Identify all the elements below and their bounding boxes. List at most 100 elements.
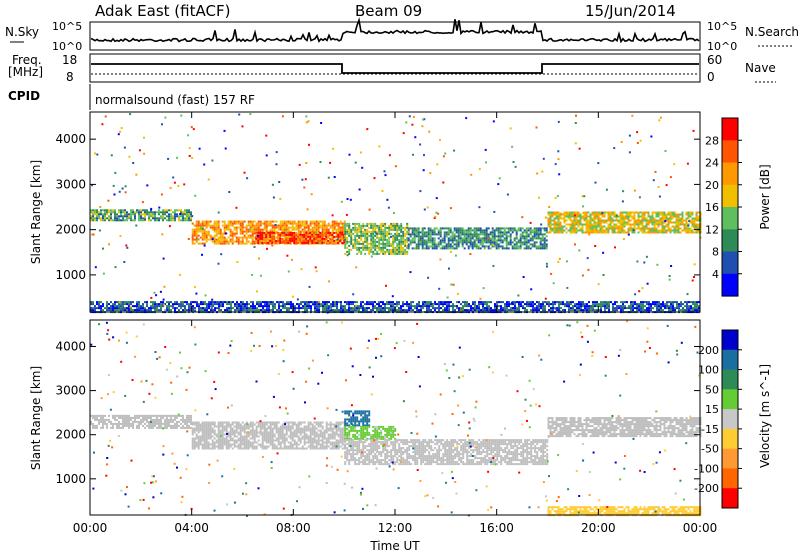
scatter-cell (242, 307, 244, 310)
scatter-cell (372, 301, 374, 304)
scatter-cell (114, 418, 116, 421)
scatter-cell (685, 227, 688, 230)
scatter-cell (116, 414, 118, 417)
scatter-cell (438, 305, 440, 308)
scatter-cell (138, 416, 140, 419)
scatter-cell (233, 228, 236, 231)
scatter-cell (228, 309, 230, 312)
scatter-cell (515, 247, 518, 250)
scatter-cell (604, 307, 606, 310)
scatter-cell (402, 234, 405, 237)
scatter-cell (380, 236, 383, 239)
scatter-cell (250, 309, 252, 312)
scatter-cell (543, 247, 546, 250)
scatter-cell (448, 301, 450, 304)
scatter-cell (150, 309, 152, 312)
scatter-cell (396, 303, 398, 306)
scatter-cell (527, 227, 530, 230)
scatter-cell (595, 215, 598, 218)
scatter-cell (154, 420, 156, 423)
noise-cell (121, 187, 124, 190)
scatter-cell (443, 237, 446, 240)
scatter-cell (270, 301, 272, 304)
scatter-cell (509, 243, 512, 246)
scatter-cell (160, 301, 162, 304)
scatter-cell (265, 233, 268, 236)
scatter-cell (225, 238, 228, 241)
scatter-cell (670, 309, 672, 312)
scatter-cell (486, 301, 488, 304)
scatter-cell (136, 303, 138, 306)
scatter-cell (392, 222, 395, 225)
scatter-cell (622, 305, 624, 308)
noise-cell (159, 290, 162, 293)
scatter-cell (386, 244, 389, 247)
scatter-cell (330, 305, 332, 308)
scatter-cell (553, 225, 556, 228)
scatter-cell (208, 307, 210, 310)
scatter-cell (299, 232, 302, 235)
scatter-cell (348, 224, 351, 227)
scatter-cell (647, 211, 650, 214)
scatter-cell (547, 223, 550, 226)
scatter-cell (515, 231, 518, 234)
scatter-cell (300, 303, 302, 306)
scatter-cell (687, 231, 690, 234)
scatter-cell (116, 305, 118, 308)
scatter-cell (317, 241, 320, 244)
scatter-cell (475, 229, 478, 232)
scatter-cell (553, 227, 556, 230)
scatter-cell (307, 234, 310, 237)
scatter-cell (112, 211, 114, 214)
scatter-cell (440, 307, 442, 310)
scatter-cell (335, 242, 338, 245)
noise-cell (423, 208, 426, 211)
nsky-label: N.Sky (5, 25, 39, 39)
scatter-cell (607, 227, 610, 230)
scatter-cell (648, 309, 650, 312)
scatter-cell (193, 232, 196, 235)
scatter-cell (623, 223, 626, 226)
scatter-cell (331, 230, 334, 233)
velocity-cells (90, 320, 702, 517)
scatter-cell (201, 224, 204, 227)
scatter-cell (199, 222, 202, 225)
scatter-cell (242, 309, 244, 312)
noise-cell (366, 128, 369, 131)
scatter-cell (176, 213, 178, 216)
noise-cell (119, 234, 122, 237)
scatter-cell (409, 241, 412, 244)
scatter-cell (479, 227, 482, 230)
scatter-cell (311, 220, 314, 223)
scatter-cell (551, 223, 554, 226)
scatter-cell (398, 248, 401, 251)
scatter-cell (372, 228, 375, 231)
scatter-cell (434, 303, 436, 306)
scatter-cell (433, 245, 436, 248)
scatter-cell (114, 301, 116, 304)
scatter-cell (331, 231, 334, 234)
scatter-cell (191, 421, 194, 424)
scatter-cell (526, 309, 528, 312)
scatter-cell (606, 303, 608, 306)
scatter-cell (302, 305, 304, 308)
scatter-cell (427, 227, 430, 230)
scatter-cell (190, 426, 192, 429)
scatter-cell (679, 221, 682, 224)
scatter-cell (364, 252, 367, 255)
scatter-cell (382, 222, 385, 225)
scatter-cell (255, 235, 258, 238)
scatter-cell (372, 303, 374, 306)
scatter-cell (526, 305, 528, 308)
scatter-cell (566, 303, 568, 306)
scatter-cell (100, 213, 102, 216)
scatter-cell (496, 303, 498, 306)
scatter-cell (325, 235, 328, 238)
scatter-cell (497, 247, 500, 250)
scatter-cell (396, 250, 399, 253)
noise-cell (470, 173, 473, 176)
scatter-cell (136, 305, 138, 308)
scatter-cell (477, 233, 480, 236)
scatter-cell (241, 220, 244, 223)
scatter-cell (295, 233, 298, 236)
